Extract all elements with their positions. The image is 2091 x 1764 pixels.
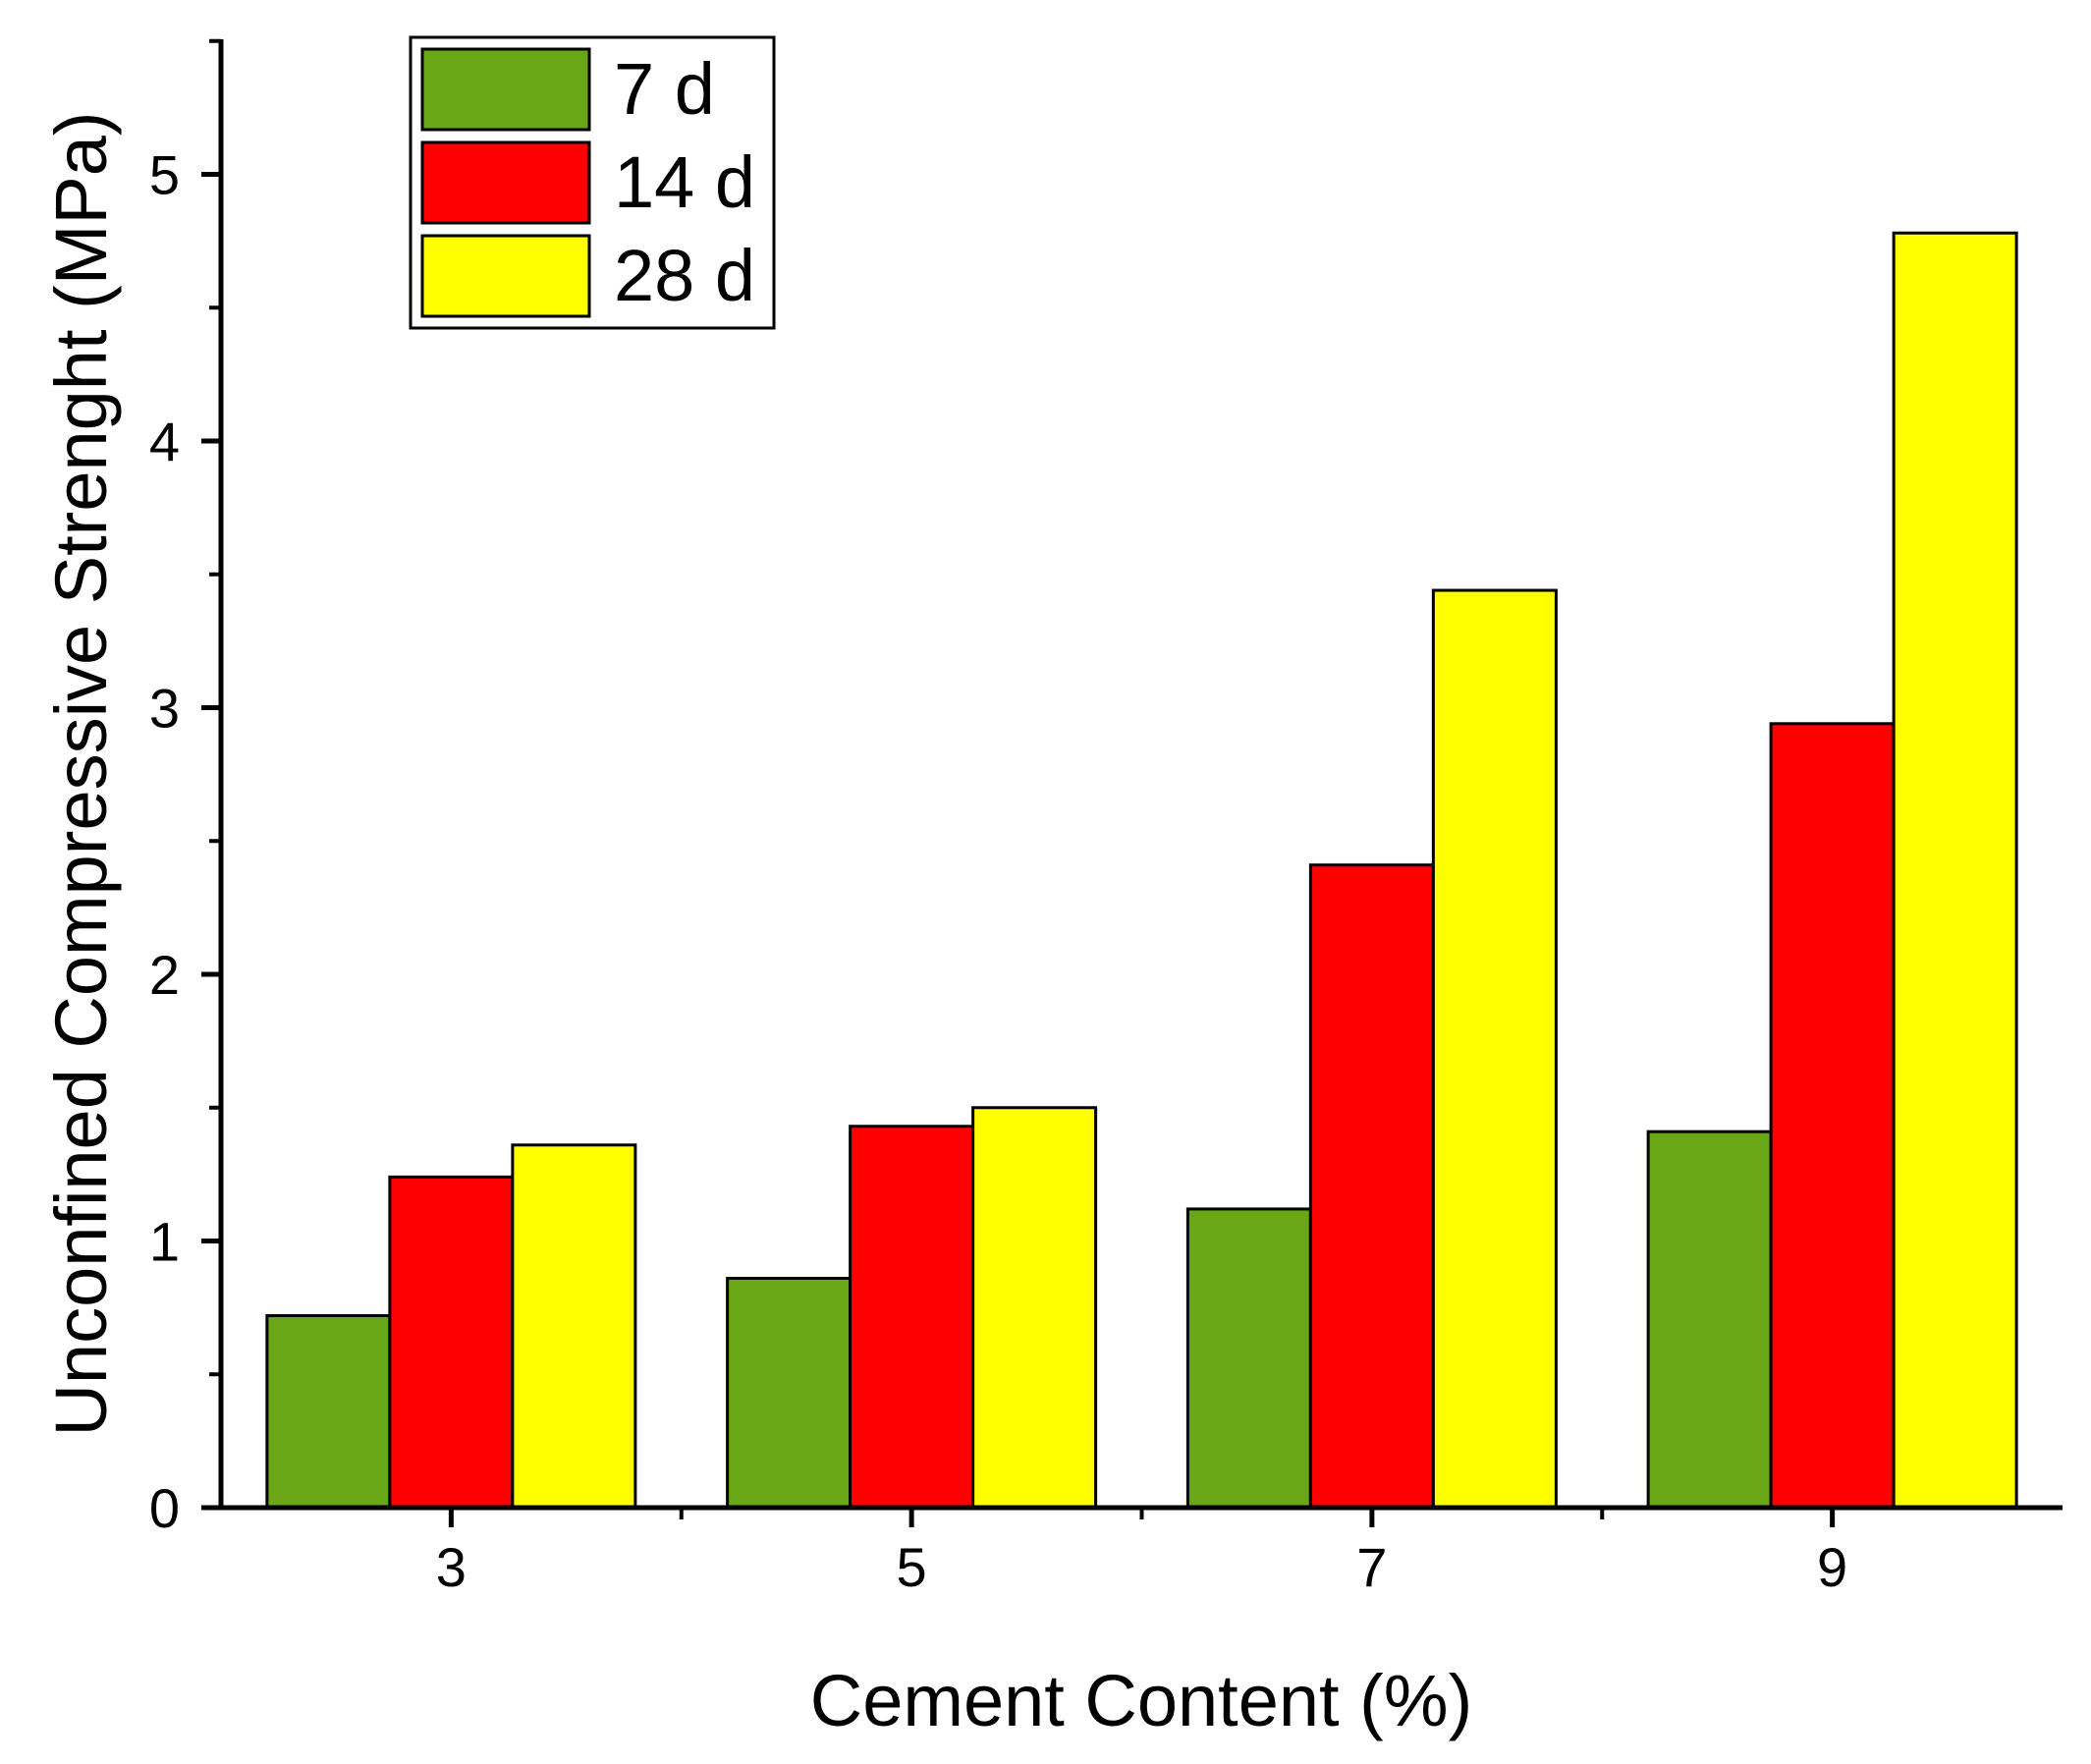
y-tick-label: 4 bbox=[149, 411, 180, 472]
y-tick-label: 5 bbox=[149, 144, 180, 206]
x-tick-label: 9 bbox=[1817, 1536, 1847, 1598]
bar-14d-cement-5 bbox=[849, 1125, 975, 1510]
bar-14d-cement-3 bbox=[388, 1175, 515, 1510]
bar-7d-cement-3 bbox=[265, 1314, 392, 1510]
bar-7d-cement-9 bbox=[1646, 1130, 1773, 1510]
bar-7d-cement-5 bbox=[726, 1277, 853, 1510]
bar-28d-cement-3 bbox=[511, 1143, 637, 1510]
x-tick-label: 3 bbox=[436, 1536, 467, 1598]
y-tick-label: 1 bbox=[149, 1211, 180, 1273]
legend-label: 28 d bbox=[614, 235, 755, 316]
y-tick-label: 2 bbox=[149, 944, 180, 1006]
y-axis-title: Unconfined Compressive Strenght (MPa) bbox=[40, 111, 122, 1436]
y-tick-label: 3 bbox=[149, 678, 180, 740]
x-tick-label: 5 bbox=[897, 1536, 927, 1598]
x-axis-title: Cement Content (%) bbox=[810, 1660, 1473, 1741]
legend-label: 14 d bbox=[614, 141, 755, 223]
bar-28d-cement-5 bbox=[971, 1106, 1098, 1510]
legend-swatch bbox=[420, 234, 591, 318]
bar-7d-cement-7 bbox=[1185, 1207, 1312, 1510]
legend-label: 7 d bbox=[614, 48, 715, 130]
bar-28d-cement-7 bbox=[1431, 588, 1558, 1510]
y-tick-label: 0 bbox=[149, 1477, 180, 1539]
legend: 7 d 14 d 28 d bbox=[409, 35, 776, 330]
bar-28d-cement-9 bbox=[1892, 231, 2018, 1510]
legend-swatch bbox=[420, 140, 591, 225]
bar-14d-cement-7 bbox=[1308, 863, 1435, 1510]
bar-14d-cement-9 bbox=[1769, 722, 1896, 1510]
x-tick-label: 7 bbox=[1356, 1536, 1387, 1598]
legend-swatch bbox=[420, 47, 591, 132]
x-ticks-group: 3 5 7 9 bbox=[436, 1508, 1847, 1598]
y-ticks-group: 0 1 2 3 4 5 bbox=[149, 38, 221, 1539]
bars-group bbox=[265, 231, 2018, 1510]
